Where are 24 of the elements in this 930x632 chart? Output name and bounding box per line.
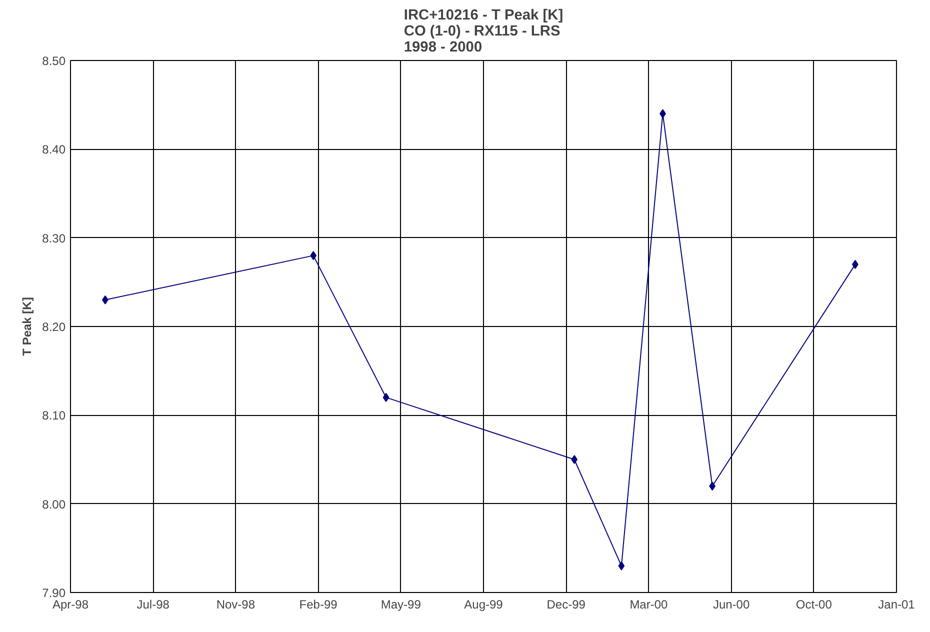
- y-tick-label: 8.20: [42, 320, 66, 334]
- x-tick-label: Jul-98: [136, 598, 170, 612]
- y-tick-label: 8.40: [42, 142, 66, 157]
- point: [310, 251, 317, 260]
- y-tick-label: 8.00: [42, 497, 66, 512]
- x-tick-label: Aug-99: [464, 598, 504, 612]
- y-tick-label: 8.30: [42, 231, 66, 246]
- x-tick-label: Jun-00: [712, 598, 750, 612]
- point: [618, 561, 625, 570]
- y-tick-label: 8.50: [42, 54, 66, 68]
- x-tick-label: Apr-98: [52, 598, 89, 612]
- x-tick-label: Dec-99: [546, 598, 586, 612]
- chart-title: IRC+10216 - T Peak [K] CO (1-0) - RX115 - LRS 1998 - 2000: [404, 8, 564, 56]
- x-tick-label: Oct-00: [796, 598, 832, 612]
- x-tick-label: Mar-00: [630, 598, 668, 612]
- x-tick-label: May-99: [380, 598, 422, 612]
- x-tick-label: Feb-99: [299, 598, 338, 612]
- y-axis-title: T Peak [K]: [20, 297, 34, 356]
- x-tick-label: Nov-98: [216, 598, 256, 612]
- y-tick-label: 8.10: [42, 408, 66, 423]
- point: [571, 455, 578, 464]
- point: [382, 392, 390, 402]
- y-tick-label: 7.90: [42, 586, 66, 600]
- x-tick-label: Jan-01: [878, 598, 916, 612]
